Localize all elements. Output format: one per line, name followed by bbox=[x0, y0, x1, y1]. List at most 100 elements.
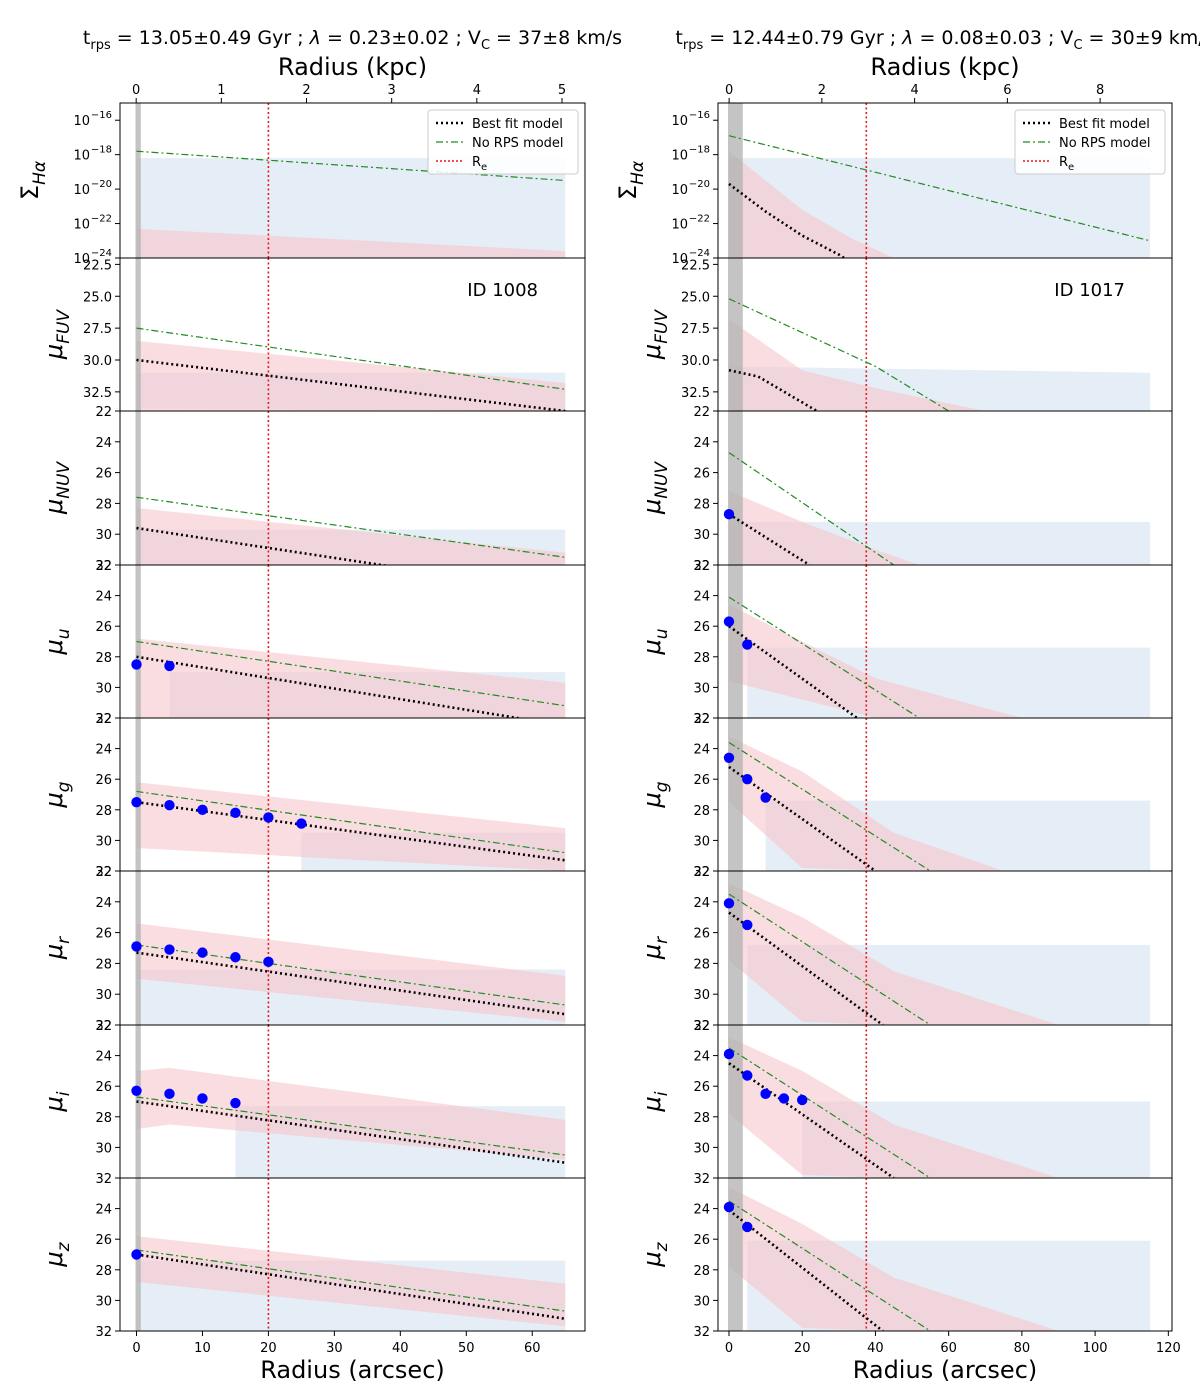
panel-plot-area bbox=[723, 1025, 1151, 1178]
y-tick-exponent: −18 bbox=[91, 145, 112, 156]
legend-re-main: R bbox=[472, 155, 481, 170]
y-tick-label: 32 bbox=[95, 1019, 112, 1034]
panel-frame bbox=[119, 1177, 586, 1332]
model-uncertainty-band bbox=[728, 151, 894, 258]
bottom-tick-label: 40 bbox=[392, 1341, 409, 1356]
data-point bbox=[742, 774, 753, 785]
y-tick-label: 26 bbox=[95, 927, 112, 942]
y-tick-label: 22 bbox=[693, 559, 710, 574]
model-uncertainty-band bbox=[136, 1067, 566, 1160]
y-tick-label: 32 bbox=[95, 1325, 112, 1340]
y-axis-label: μg bbox=[638, 781, 672, 808]
panel-plot-area bbox=[131, 718, 566, 871]
panel-r: 22 24 26 28 30 32 μr bbox=[638, 865, 1173, 1034]
data-point bbox=[778, 1093, 790, 1104]
y-axis-label: μFUV bbox=[40, 309, 74, 361]
no-rps-model-line bbox=[136, 1249, 566, 1312]
model-uncertainty-band bbox=[728, 319, 986, 411]
panel-NUV: 22 24 26 28 30 32 μNUV bbox=[40, 405, 586, 574]
y-label-main: μ bbox=[40, 944, 68, 960]
y-label-main: μ bbox=[638, 1251, 666, 1267]
model-uncertainty-band bbox=[728, 736, 1004, 871]
y-label-sub: g bbox=[54, 781, 74, 792]
title-part: = 0.23±0.02 ; V bbox=[321, 27, 481, 49]
no-rps-model-line bbox=[136, 790, 566, 854]
no-rps-model-line bbox=[136, 327, 566, 390]
legend-no-rps-label: No RPS model bbox=[472, 136, 564, 151]
psf-strip bbox=[727, 258, 743, 411]
best-fit-model-line bbox=[728, 1062, 895, 1178]
psf-strip bbox=[135, 718, 141, 871]
y-label-sub: i bbox=[54, 1091, 74, 1096]
bottom-tick-label: 60 bbox=[940, 1341, 957, 1356]
y-tick-exponent: −24 bbox=[689, 248, 710, 259]
data-point bbox=[131, 1249, 142, 1260]
y-tick-label: 24 bbox=[95, 1050, 112, 1065]
y-tick-label: 30 bbox=[693, 681, 710, 696]
y-label-main: μ bbox=[40, 1251, 68, 1267]
y-tick-label: 10 bbox=[671, 218, 688, 233]
panel-plot-area bbox=[131, 871, 566, 1025]
y-tick-label: 26 bbox=[693, 467, 710, 482]
bottom-tick-label: 60 bbox=[524, 1341, 541, 1356]
data-point bbox=[723, 898, 735, 909]
y-tick-label: 22 bbox=[693, 865, 710, 880]
y-axis-label: μi bbox=[638, 1091, 672, 1112]
panel-plot-area bbox=[723, 871, 1151, 1025]
y-tick-exponent: −20 bbox=[91, 179, 112, 190]
data-point bbox=[131, 1085, 142, 1096]
y-tick-label: 10 bbox=[671, 183, 688, 198]
data-point bbox=[742, 639, 753, 650]
data-point bbox=[723, 752, 735, 763]
chart-title: trps = 13.05±0.49 Gyr ; λ = 0.23±0.02 ; … bbox=[83, 27, 622, 53]
y-tick-label: 26 bbox=[693, 927, 710, 942]
y-label-main: μ bbox=[40, 499, 68, 515]
y-label-main: μ bbox=[40, 639, 68, 655]
y-tick-label: 24 bbox=[693, 1050, 710, 1065]
data-point bbox=[742, 1221, 753, 1233]
y-tick-label: 22 bbox=[693, 712, 710, 727]
y-label-main: μ bbox=[40, 1096, 68, 1112]
y-tick-label: 30 bbox=[95, 681, 112, 696]
data-point bbox=[263, 956, 274, 968]
y-label-main: μ bbox=[638, 639, 666, 655]
bottom-tick-label: 0 bbox=[132, 1341, 140, 1356]
y-label-sub: Hα bbox=[30, 161, 50, 185]
y-label-sub: z bbox=[54, 1241, 74, 1252]
chart-title: trps = 12.44±0.79 Gyr ; λ = 0.08±0.03 ; … bbox=[675, 27, 1200, 53]
y-tick-label: 28 bbox=[693, 1264, 710, 1279]
psf-strip bbox=[135, 103, 141, 258]
bottom-tick-label: 120 bbox=[1156, 1341, 1181, 1356]
y-tick-label: 24 bbox=[95, 743, 112, 758]
top-tick-label: 0 bbox=[132, 83, 140, 98]
no-rps-model-line bbox=[728, 452, 895, 565]
y-tick-label: 24 bbox=[95, 590, 112, 605]
psf-strip bbox=[135, 411, 141, 565]
panel-plot-area bbox=[723, 565, 1151, 718]
top-tick-label: 2 bbox=[302, 83, 310, 98]
top-tick-label: 6 bbox=[1003, 83, 1011, 98]
y-tick-label: 22 bbox=[95, 559, 112, 574]
bottom-tick-label: 100 bbox=[1083, 1341, 1108, 1356]
y-tick-label: 24 bbox=[693, 896, 710, 911]
data-point bbox=[723, 616, 735, 627]
y-tick-label: 26 bbox=[95, 467, 112, 482]
legend: Best fit model No RPS model Re bbox=[427, 109, 579, 175]
bottom-tick-label: 0 bbox=[725, 1341, 733, 1356]
top-tick-label: 1 bbox=[217, 83, 225, 98]
data-point bbox=[797, 1094, 808, 1106]
y-tick-label: 26 bbox=[95, 620, 112, 635]
top-axis-label: Radius (kpc) bbox=[278, 53, 427, 81]
model-uncertainty-band bbox=[728, 1037, 1059, 1178]
y-tick-exponent: −22 bbox=[91, 214, 112, 225]
title-part: λ bbox=[901, 27, 913, 49]
y-label-main: μ bbox=[40, 792, 68, 808]
data-point bbox=[164, 1088, 175, 1100]
legend: Best fit model No RPS model Re bbox=[1014, 109, 1166, 175]
top-tick-label: 4 bbox=[910, 83, 918, 98]
y-tick-label: 32.5 bbox=[681, 386, 710, 401]
top-tick-label: 3 bbox=[388, 83, 396, 98]
